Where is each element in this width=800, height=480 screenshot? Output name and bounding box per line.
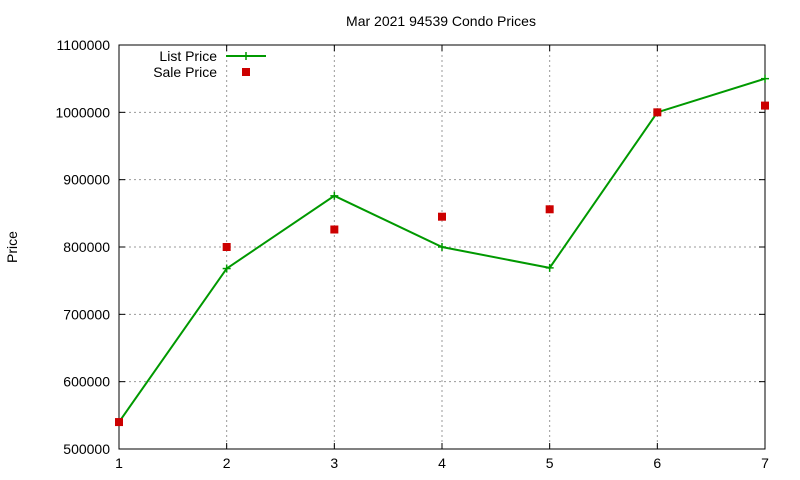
x-tick-label: 3	[330, 455, 338, 471]
legend-plus-marker	[242, 52, 250, 60]
x-tick-label: 2	[223, 455, 231, 471]
data-point-square	[438, 212, 446, 221]
legend-label: Sale Price	[153, 64, 217, 80]
data-point-square	[222, 243, 231, 251]
data-point-plus	[545, 263, 554, 272]
axis-ticks: 500000 600000 700000 800000 900000 1000000 110…	[55, 37, 769, 471]
x-tick-label: 1	[115, 455, 123, 471]
y-tick-label: 600000	[63, 374, 110, 390]
y-tick-label: 800000	[63, 239, 110, 255]
data-point-plus	[330, 191, 339, 200]
data-point-square	[761, 101, 769, 110]
data-point-plus	[438, 243, 446, 251]
y-tick-label: 1100000	[57, 37, 111, 53]
y-tick-label: 500000	[63, 441, 110, 457]
y-tick-label: 900000	[63, 172, 110, 188]
legend-label: List Price	[159, 48, 217, 64]
y-tick-label: 700000	[63, 306, 110, 322]
data-point-square	[115, 418, 123, 427]
legend-square-swatch	[242, 68, 250, 76]
x-tick-label: 7	[761, 455, 769, 471]
y-tick-label: 1000000	[55, 104, 110, 120]
data-point-plus	[761, 74, 769, 83]
x-tick-label: 6	[653, 455, 661, 471]
data-point-square	[545, 205, 554, 214]
y-axis-label: Price	[4, 231, 20, 263]
data-point-square	[330, 225, 339, 234]
chart-title: Mar 2021 94539 Condo Prices	[346, 13, 536, 29]
data-point-square	[653, 108, 662, 117]
x-tick-label: 5	[546, 455, 554, 471]
series-layer	[115, 74, 769, 427]
x-tick-label: 4	[438, 455, 446, 471]
data-point-plus	[222, 264, 231, 273]
